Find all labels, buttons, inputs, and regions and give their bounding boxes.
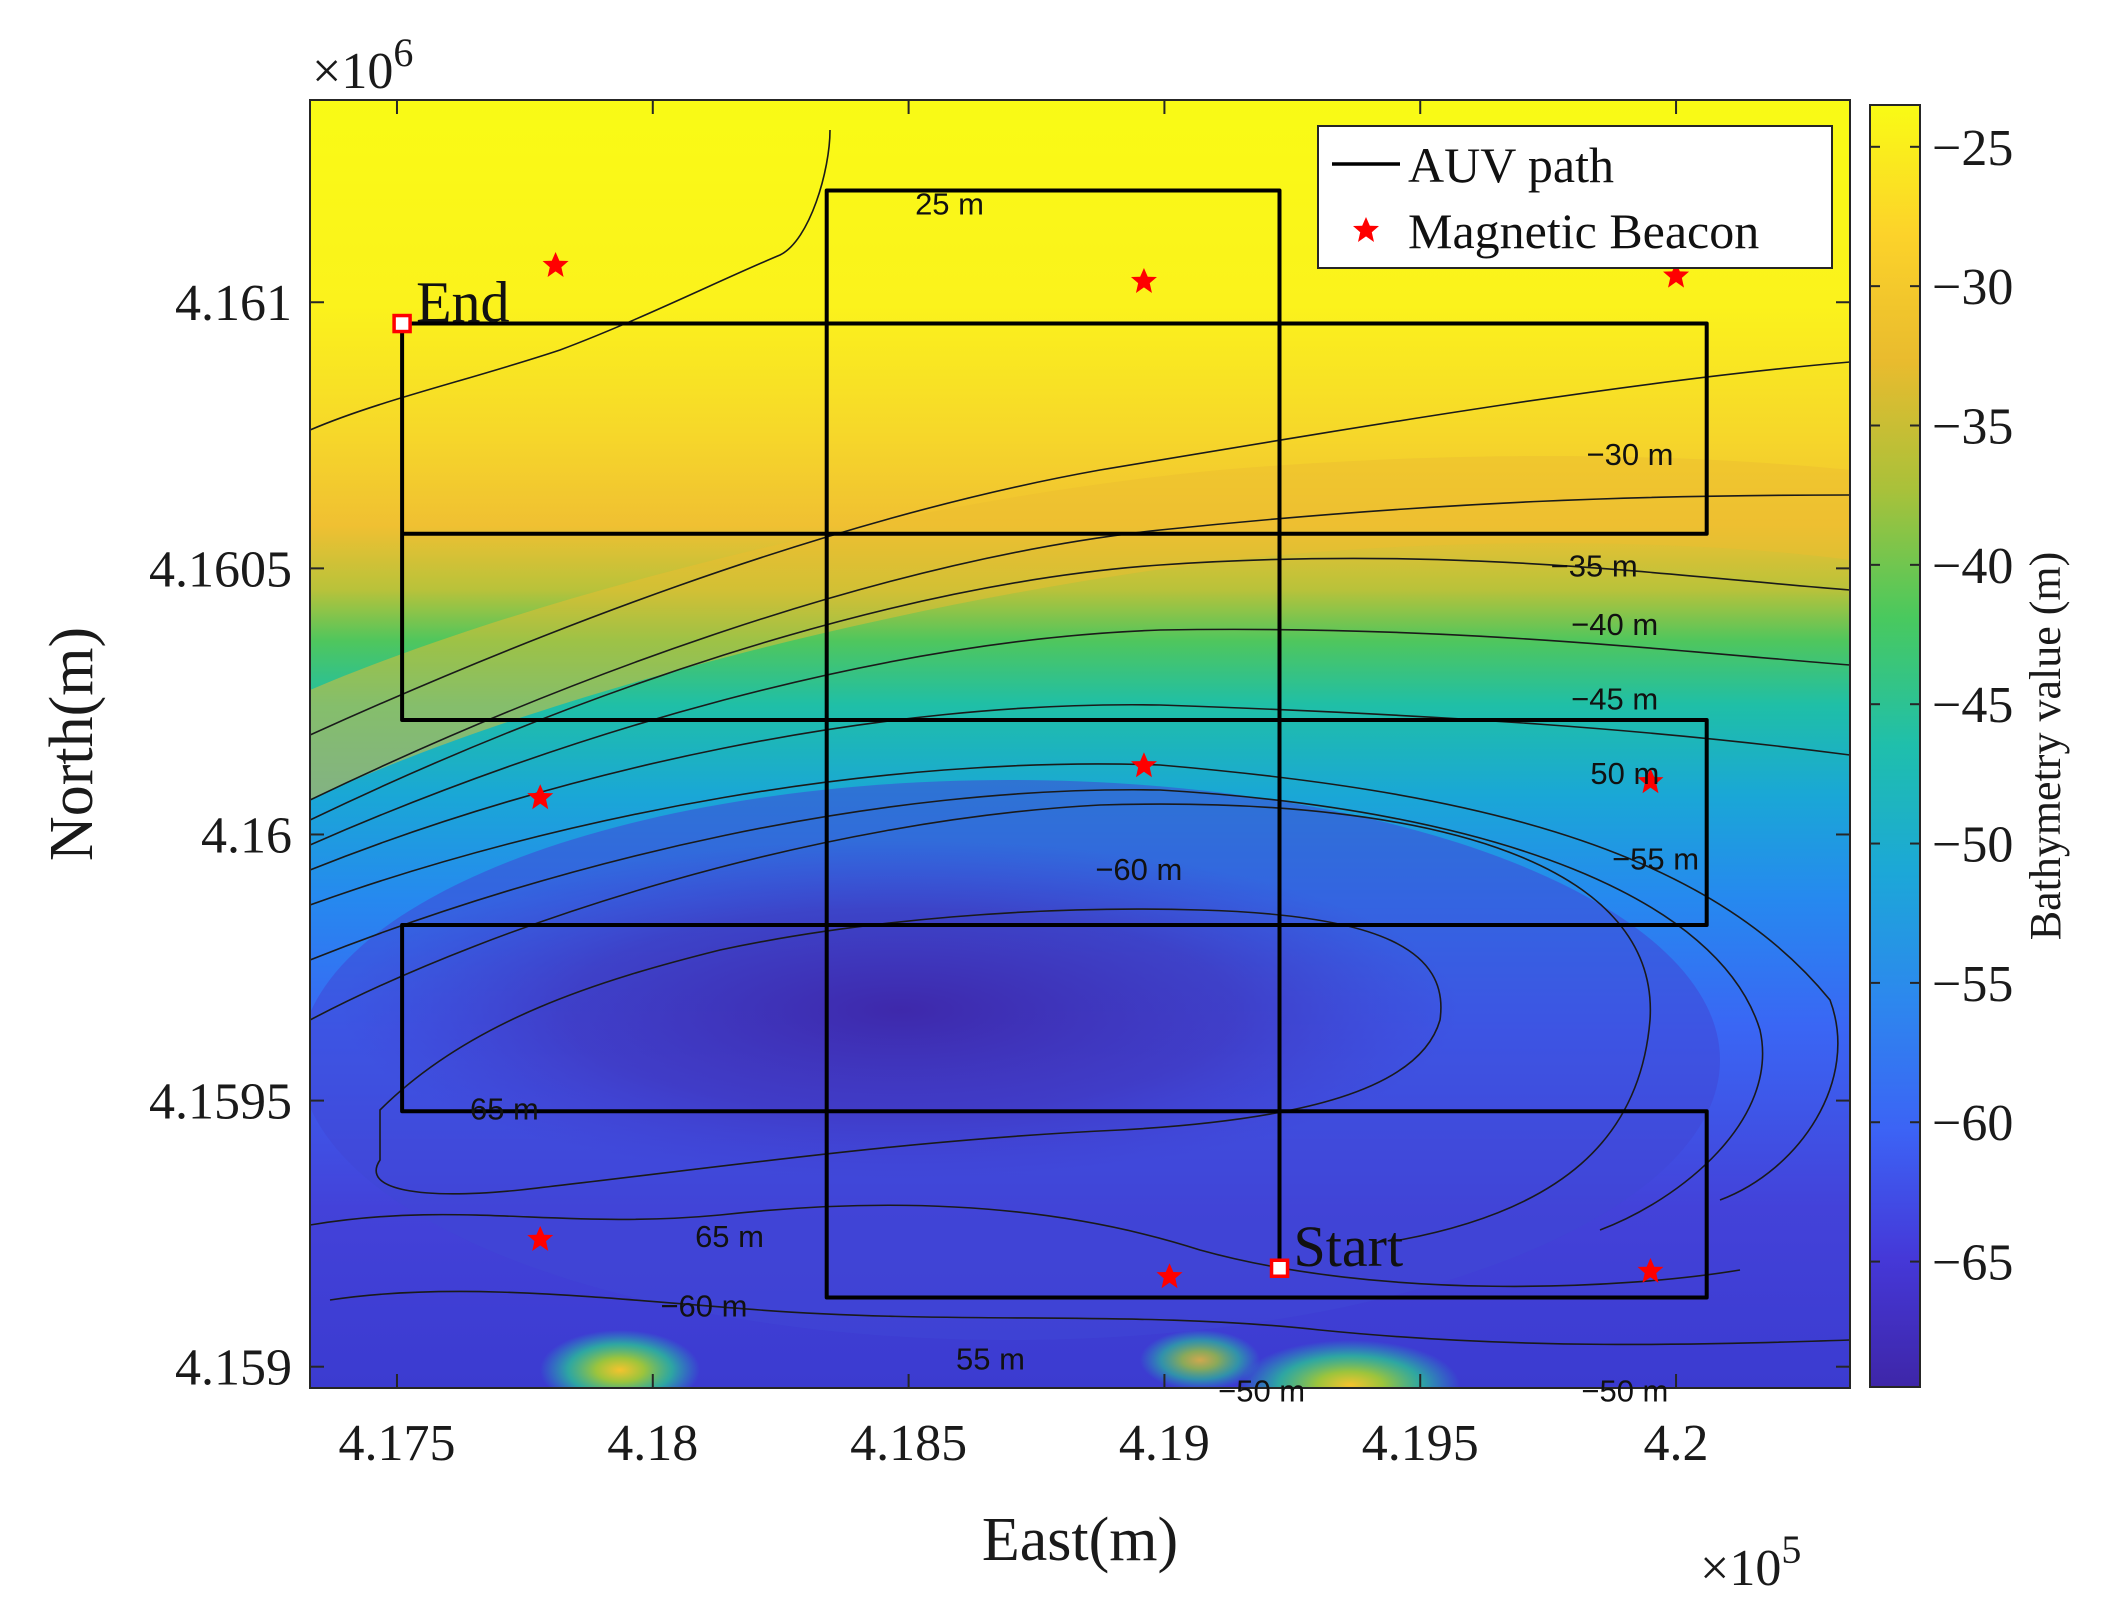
- contour-label-8: −60 m: [1095, 852, 1182, 887]
- y-tick-label: 4.1595: [149, 1074, 292, 1131]
- y-axis-label: North(m): [38, 627, 106, 861]
- x-tick-label: 4.185: [850, 1415, 967, 1472]
- colorbar-tick-label: −55: [1932, 956, 2013, 1013]
- legend-label-auv-path: AUV path: [1408, 137, 1614, 193]
- auv-path-line: [400, 188, 1709, 1300]
- colorbar-tick-label: −35: [1932, 399, 2013, 456]
- colorbar-tick-label: −60: [1932, 1095, 2013, 1152]
- x-axis-label: East(m): [982, 1506, 1178, 1574]
- colorbar-tick-label: −30: [1932, 259, 2013, 316]
- colorbar-ticks: −25 −30 −35 −40 −45 −50 −55 −60 −65: [1870, 120, 2013, 1292]
- x-axis: 4.175 4.18 4.185 4.19 4.195 4.2: [338, 100, 1709, 1472]
- end-label: End: [416, 270, 509, 335]
- contour-label-7: −55 m: [1612, 841, 1699, 876]
- contour-label-6: 50 m: [1590, 756, 1659, 791]
- svg-text:×106: ×106: [312, 30, 413, 100]
- legend: AUV path Magnetic Beacon: [1317, 125, 1833, 269]
- contour-label-10: 65 m: [695, 1219, 764, 1254]
- colorbar-tick-label: −25: [1932, 120, 2013, 177]
- colorbar-gradient: [1869, 104, 1921, 1388]
- contour-label-5: −45 m: [1571, 682, 1658, 717]
- contour-label-3: −35 m: [1551, 549, 1638, 584]
- contour-label-2: −30 m: [1586, 437, 1673, 472]
- auv-path-layer: [400, 188, 1709, 1300]
- colorbar-tick-label: −45: [1932, 677, 2013, 734]
- contour-label-12: 55 m: [956, 1342, 1025, 1377]
- y-tick-label: 4.1605: [149, 541, 292, 598]
- contour-label-14: −50 m: [1581, 1374, 1668, 1409]
- svg-text:×105: ×105: [1700, 1527, 1801, 1597]
- x-tick-label: 4.2: [1644, 1415, 1709, 1472]
- contour-label-13: −50 m: [1218, 1374, 1305, 1409]
- plot-frame: [309, 99, 1851, 1389]
- marker-layer: Start End: [392, 270, 1404, 1279]
- y-axis: 4.159 4.1595 4.16 4.1605 4.161: [149, 275, 1850, 1397]
- contour-label-layer: 25 m −30 m −35 m −40 m −45 m 50 m −55 m −60 m 65…: [470, 187, 1699, 1409]
- colorbar-tick-label: −65: [1932, 1235, 2013, 1292]
- x-tick-label: 4.19: [1119, 1415, 1210, 1472]
- contour-label-9: 65 m: [470, 1091, 539, 1126]
- colorbar: −25 −30 −35 −40 −45 −50 −55 −60 −65 Bathymetry v…: [1869, 104, 2070, 1388]
- contour-lines: [310, 129, 1850, 1346]
- contour-label-11: −60 m: [660, 1288, 747, 1323]
- start-label: Start: [1294, 1214, 1404, 1279]
- x-tick-label: 4.195: [1362, 1415, 1479, 1472]
- legend-label-magnetic-beacon: Magnetic Beacon: [1408, 203, 1759, 259]
- colorbar-tick-label: −40: [1932, 538, 2013, 595]
- contour-label-4: −40 m: [1571, 607, 1658, 642]
- end-marker: [392, 313, 412, 334]
- y-tick-label: 4.16: [201, 807, 292, 864]
- y-tick-label: 4.161: [175, 275, 292, 332]
- x-tick-label: 4.175: [338, 1415, 455, 1472]
- colorbar-tick-label: −50: [1932, 817, 2013, 874]
- legend-box: [1317, 125, 1833, 269]
- contour-label-1: 25 m: [915, 187, 984, 222]
- y-multiplier: ×106: [312, 30, 413, 100]
- y-tick-label: 4.159: [175, 1340, 292, 1397]
- x-multiplier: ×105: [1700, 1527, 1801, 1597]
- colorbar-label: Bathymetry value (m): [2021, 552, 2070, 941]
- x-tick-label: 4.18: [607, 1415, 698, 1472]
- start-marker: [1269, 1258, 1290, 1278]
